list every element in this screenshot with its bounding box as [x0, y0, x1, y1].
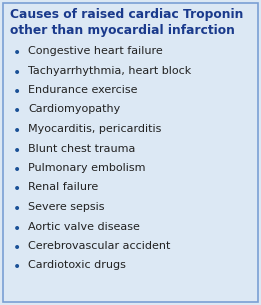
- Text: Cardiomyopathy: Cardiomyopathy: [28, 105, 120, 114]
- Text: Blunt chest trauma: Blunt chest trauma: [28, 143, 135, 153]
- Text: •: •: [13, 85, 21, 99]
- Text: •: •: [13, 124, 21, 138]
- Text: •: •: [13, 182, 21, 196]
- Text: Severe sepsis: Severe sepsis: [28, 202, 104, 212]
- Text: •: •: [13, 241, 21, 255]
- Text: Causes of raised cardiac Troponin: Causes of raised cardiac Troponin: [10, 8, 243, 21]
- Text: •: •: [13, 221, 21, 235]
- Text: Tachyarrhythmia, heart block: Tachyarrhythmia, heart block: [28, 66, 191, 76]
- Text: •: •: [13, 105, 21, 119]
- Text: Cerebrovascular accident: Cerebrovascular accident: [28, 241, 170, 251]
- Text: Endurance exercise: Endurance exercise: [28, 85, 138, 95]
- Text: Cardiotoxic drugs: Cardiotoxic drugs: [28, 260, 126, 271]
- Text: other than myocardial infarction: other than myocardial infarction: [10, 24, 235, 37]
- Text: Renal failure: Renal failure: [28, 182, 98, 192]
- Text: •: •: [13, 66, 21, 80]
- Text: Myocarditis, pericarditis: Myocarditis, pericarditis: [28, 124, 161, 134]
- Text: •: •: [13, 143, 21, 157]
- Text: •: •: [13, 46, 21, 60]
- Text: Aortic valve disease: Aortic valve disease: [28, 221, 140, 231]
- Text: •: •: [13, 163, 21, 177]
- Text: Congestive heart failure: Congestive heart failure: [28, 46, 163, 56]
- Text: •: •: [13, 202, 21, 216]
- Text: Pulmonary embolism: Pulmonary embolism: [28, 163, 145, 173]
- Text: •: •: [13, 260, 21, 274]
